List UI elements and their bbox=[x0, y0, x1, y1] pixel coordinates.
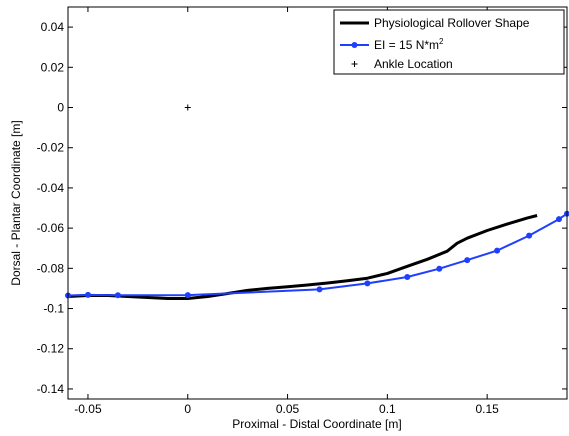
x-tick-label: 0.05 bbox=[276, 402, 300, 416]
y-tick-label: 0.02 bbox=[41, 60, 65, 74]
y-tick-label: -0.1 bbox=[43, 302, 64, 316]
x-tick-label: 0.1 bbox=[379, 402, 396, 416]
ei-15-point bbox=[436, 265, 443, 272]
x-axis-label: Proximal - Distal Coordinate [m] bbox=[232, 417, 401, 431]
legend-label-ei-sup: 2 bbox=[439, 37, 444, 46]
y-tick-label: -0.14 bbox=[37, 382, 65, 396]
legend-swatch-ei-marker bbox=[351, 42, 358, 48]
y-tick-label: -0.08 bbox=[37, 261, 65, 275]
legend: Physiological Rollover Shape EI = 15 N*m… bbox=[333, 9, 565, 75]
ei-15-point bbox=[526, 232, 533, 239]
ei-15-point bbox=[85, 291, 91, 298]
x-tick-label: 0 bbox=[184, 402, 191, 416]
x-tick-label: -0.05 bbox=[74, 402, 102, 416]
ei-15-point bbox=[464, 257, 471, 264]
y-tick-label: -0.06 bbox=[37, 221, 65, 235]
legend-box bbox=[333, 9, 565, 75]
ankle-location-marker bbox=[184, 104, 191, 111]
series-layer bbox=[65, 104, 569, 300]
y-tick-label: 0 bbox=[57, 101, 64, 115]
ei-15-point bbox=[404, 274, 411, 280]
y-axis-label: Dorsal - Plantar Coordinate [m] bbox=[9, 120, 23, 285]
ei-15-point bbox=[316, 286, 323, 293]
y-tick-label: -0.04 bbox=[37, 181, 65, 195]
axes-box bbox=[67, 6, 568, 400]
ei-15-point bbox=[556, 216, 562, 223]
ei-15-point bbox=[494, 247, 501, 254]
ei-15-point bbox=[184, 292, 191, 299]
legend-label-ankle: Ankle Location bbox=[374, 57, 453, 71]
y-tick-label: 0.04 bbox=[41, 20, 65, 34]
legend-swatch-ankle bbox=[351, 61, 358, 67]
ticks-layer: -0.05 0 0.05 0.1 0.15 0.04 0.02 0 -0.02 -0.04 -0.0… bbox=[37, 7, 567, 416]
ei-15-point bbox=[364, 280, 371, 287]
legend-label-ei-main: EI = 15 N*m bbox=[374, 38, 439, 52]
ei-15-point bbox=[114, 292, 121, 299]
x-tick-label: 0.15 bbox=[475, 402, 499, 416]
y-tick-label: -0.12 bbox=[37, 342, 65, 356]
y-tick-label: -0.02 bbox=[37, 141, 65, 155]
legend-label-physiological: Physiological Rollover Shape bbox=[374, 16, 530, 30]
legend-label-ei: EI = 15 N*m2 bbox=[374, 37, 444, 52]
physiological-rollover-line bbox=[67, 214, 538, 300]
